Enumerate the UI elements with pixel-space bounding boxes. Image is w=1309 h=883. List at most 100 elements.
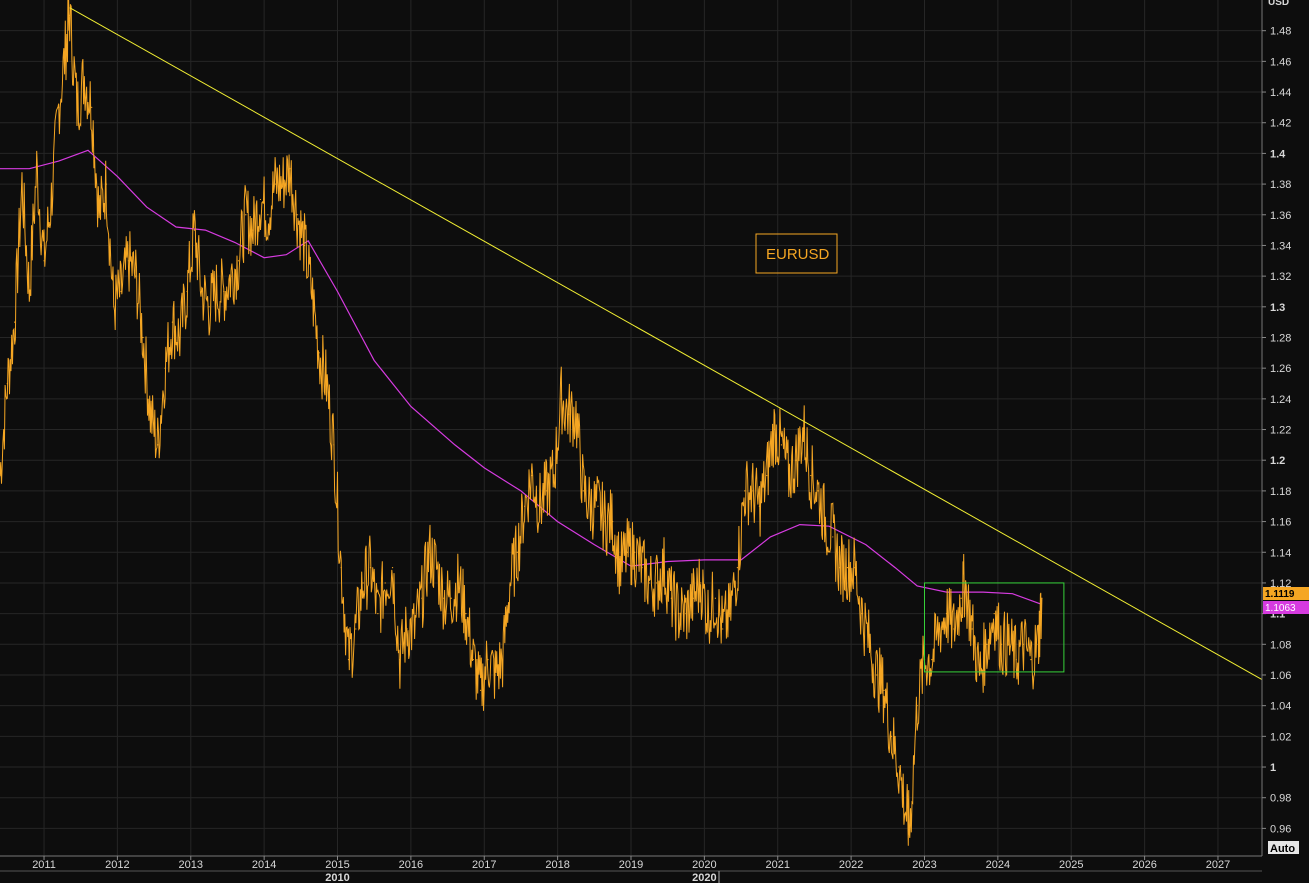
y-tick-label: 1.46 <box>1270 56 1291 68</box>
price-point <box>670 597 672 599</box>
price-point <box>135 275 137 277</box>
x-tick-label: 2012 <box>105 859 129 871</box>
price-series-layer <box>0 0 1043 846</box>
price-point <box>406 628 408 630</box>
price-point <box>142 336 144 339</box>
price-point <box>384 582 386 584</box>
price-point <box>590 505 592 507</box>
price-point <box>208 306 210 308</box>
price-point <box>597 505 599 507</box>
y-tick-label: 1.02 <box>1270 731 1291 743</box>
price-point <box>435 566 438 569</box>
y-tick-label: 0.96 <box>1270 823 1291 835</box>
price-point <box>978 674 981 676</box>
price-point <box>780 444 783 446</box>
price-point <box>274 183 276 185</box>
price-last-value-text: 1.1119 <box>1265 589 1295 600</box>
currency-label: USD <box>1268 0 1289 8</box>
trendline-layer <box>69 7 1263 681</box>
price-point <box>6 382 8 385</box>
legend-label: EURUSD <box>766 246 830 263</box>
price-point <box>729 613 731 615</box>
y-tick-label: 1.14 <box>1270 547 1291 559</box>
price-point <box>193 229 196 231</box>
x-tick-label: 2018 <box>545 859 569 871</box>
price-point <box>960 597 962 599</box>
y-tick-label: 1.36 <box>1270 210 1291 222</box>
price-point <box>340 566 342 569</box>
x-tick-label: 2011 <box>32 859 56 871</box>
price-point <box>465 613 467 615</box>
price-point <box>164 367 166 369</box>
x-tick-label: 2021 <box>766 859 790 871</box>
price-point <box>648 582 650 584</box>
price-point <box>413 628 416 630</box>
y-tick-label: 1.18 <box>1270 486 1291 498</box>
price-point <box>289 168 291 170</box>
price-point <box>479 689 482 691</box>
price-point <box>854 566 856 569</box>
price-point <box>428 551 430 553</box>
auto-scale-button[interactable]: Auto <box>1268 841 1299 855</box>
x-tick-label: 2015 <box>325 859 349 871</box>
price-point <box>98 214 100 216</box>
y-tick-label: 1.22 <box>1270 425 1291 437</box>
price-point <box>303 244 306 247</box>
price-point <box>267 214 269 216</box>
price-point <box>553 474 555 477</box>
price-point <box>494 674 496 676</box>
price-point <box>678 613 680 615</box>
price-point <box>472 659 474 661</box>
price-point <box>311 290 313 293</box>
price-point <box>604 520 606 523</box>
price-point <box>909 827 911 829</box>
price-point <box>612 520 614 523</box>
price-point <box>377 613 379 615</box>
y-tick-label: 1.26 <box>1270 363 1291 375</box>
price-point <box>832 536 834 538</box>
price-point <box>773 428 775 431</box>
price-point <box>259 198 262 201</box>
price-point <box>916 705 918 707</box>
consolidation-box[interactable] <box>923 582 1065 673</box>
y-axis-ticks[interactable]: 0.960.9811.021.041.061.081.11.121.141.16… <box>1262 26 1291 836</box>
legend-box <box>755 233 838 274</box>
price-point <box>28 290 30 293</box>
price-point <box>538 505 540 507</box>
price-point <box>1022 643 1025 645</box>
y-tick-label: 1.42 <box>1270 118 1291 130</box>
price-point <box>993 613 995 615</box>
price-line <box>0 0 1043 846</box>
x-tick-label: 2023 <box>912 859 936 871</box>
price-point <box>421 597 423 599</box>
auto-scale-label: Auto <box>1270 843 1295 855</box>
price-point <box>560 398 562 400</box>
price-point <box>582 490 584 492</box>
x-tick-label: 2014 <box>252 859 276 871</box>
price-point <box>758 505 761 507</box>
x-axis-ticks[interactable]: 2011 2012 2013 2014 2015 2016 2017 2018 2019 2020… <box>32 856 1230 871</box>
price-last-value-tag <box>1263 587 1309 600</box>
price-point <box>333 444 335 446</box>
price-point <box>531 474 533 477</box>
decade-label: 2010 <box>325 872 349 883</box>
price-point <box>325 382 328 385</box>
price-point <box>50 198 52 201</box>
grid-lines <box>0 0 1262 856</box>
decade-label: 2020 <box>692 872 716 883</box>
price-point <box>905 812 907 814</box>
price-point <box>230 275 232 277</box>
price-point <box>788 474 790 477</box>
price-point <box>626 551 628 553</box>
price-point <box>619 566 621 569</box>
price-point <box>14 321 16 323</box>
price-point <box>700 582 702 584</box>
price-point <box>744 490 746 492</box>
y-tick-label: 1.32 <box>1270 271 1291 283</box>
y-tick-label: 1.12 <box>1270 578 1291 590</box>
price-point <box>1008 643 1010 645</box>
trendline[interactable] <box>69 7 1263 681</box>
price-point <box>91 106 93 108</box>
y-tick-label: 1.24 <box>1270 394 1291 406</box>
price-point <box>883 689 885 691</box>
